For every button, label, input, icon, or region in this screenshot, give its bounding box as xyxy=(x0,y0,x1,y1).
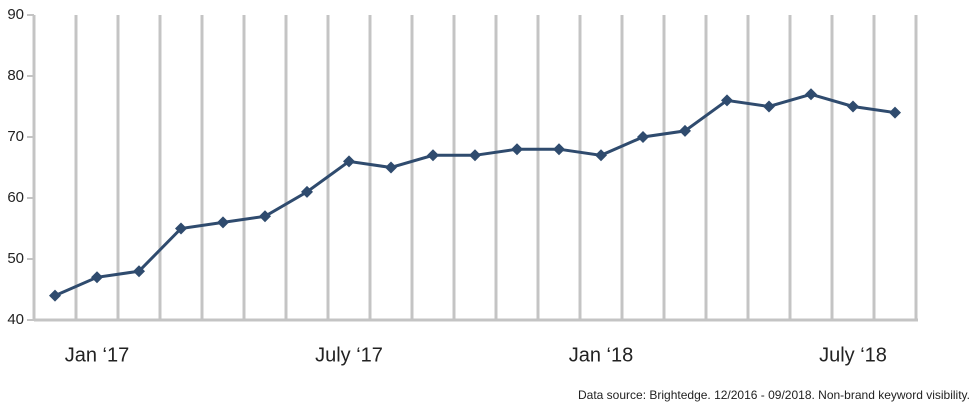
y-tick-label: 60 xyxy=(7,189,24,206)
y-tick-label: 90 xyxy=(7,6,24,23)
data-point xyxy=(889,106,901,119)
data-point xyxy=(91,271,103,284)
y-tick-label: 50 xyxy=(7,250,24,267)
data-point xyxy=(847,100,859,113)
data-point xyxy=(385,161,397,174)
data-point xyxy=(259,210,271,223)
data-point xyxy=(301,185,313,198)
source-note: Data source: Brightedge. 12/2016 - 09/20… xyxy=(578,388,970,402)
data-point xyxy=(553,143,565,156)
data-point xyxy=(49,289,61,302)
data-point xyxy=(595,149,607,162)
y-tick-label: 40 xyxy=(7,311,24,328)
data-point xyxy=(763,100,775,113)
x-tick-label: July ‘17 xyxy=(315,344,383,366)
y-tick-label: 70 xyxy=(7,128,24,145)
data-point xyxy=(721,94,733,107)
data-line xyxy=(54,92,896,297)
y-tick-label: 80 xyxy=(7,67,24,84)
data-point xyxy=(133,265,145,278)
x-tick-label: Jan ‘18 xyxy=(569,344,634,366)
data-point xyxy=(511,143,523,156)
x-tick-label: July ‘18 xyxy=(819,344,887,366)
x-tick-label: Jan ‘17 xyxy=(65,344,130,366)
data-point xyxy=(637,131,649,143)
data-point xyxy=(343,155,355,168)
data-point xyxy=(679,124,691,137)
data-point xyxy=(805,88,817,101)
data-point xyxy=(469,149,481,162)
data-point xyxy=(175,222,187,235)
data-point xyxy=(217,216,229,229)
data-point xyxy=(427,149,439,162)
